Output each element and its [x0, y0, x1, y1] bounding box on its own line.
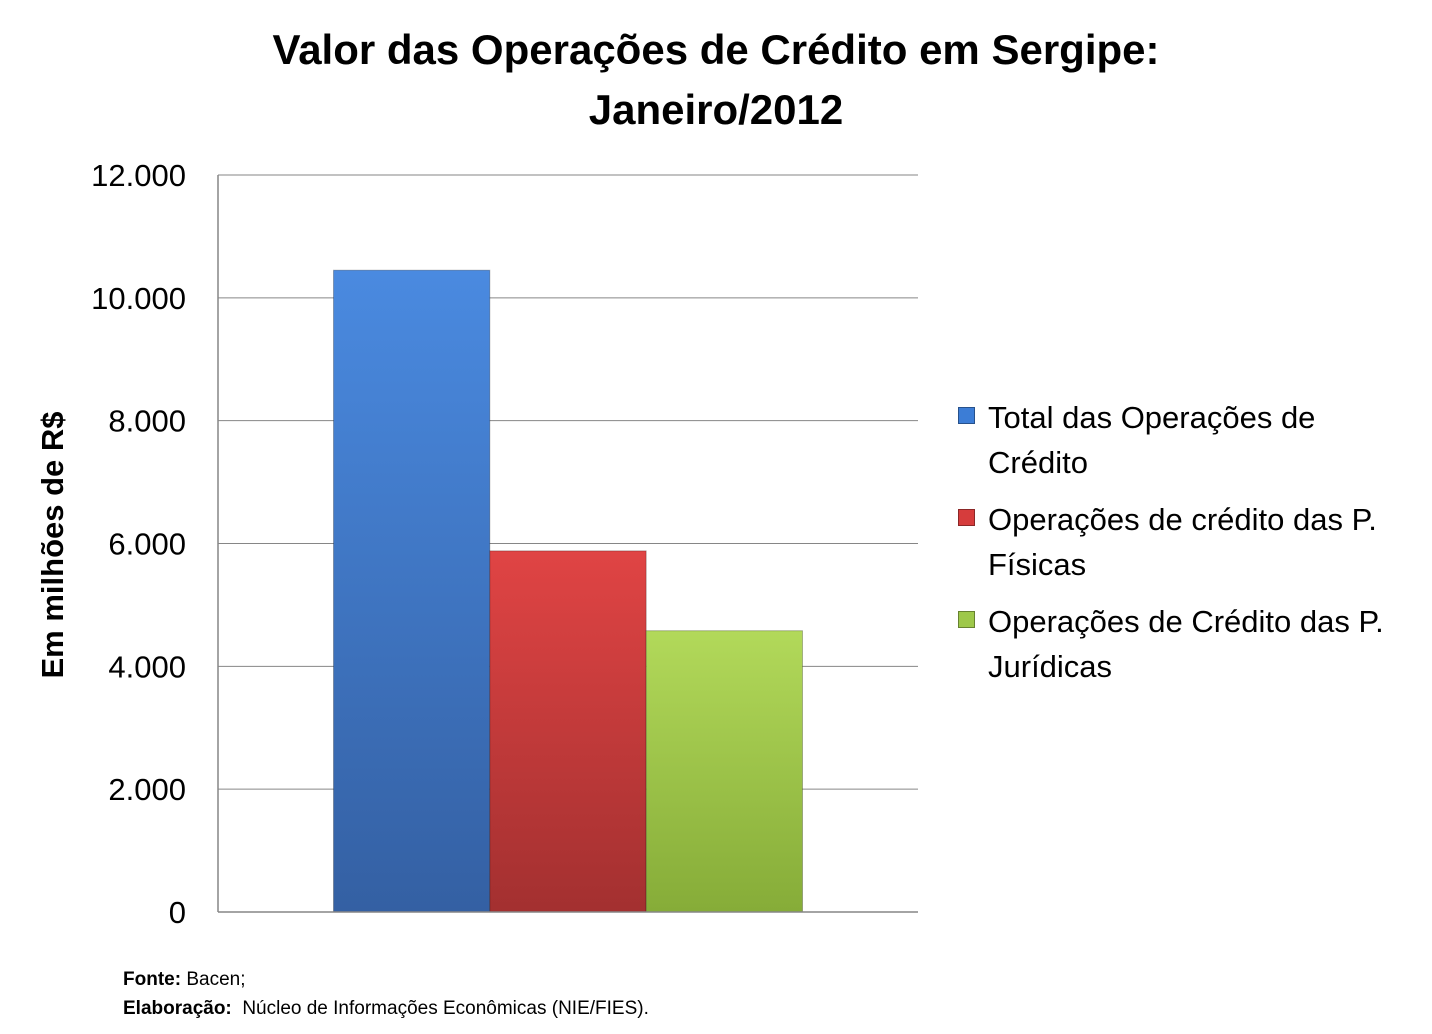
- legend-swatch: [958, 407, 975, 424]
- chart-subtitle: Janeiro/2012: [588, 86, 844, 133]
- legend-label: Crédito: [988, 445, 1088, 480]
- legend: Total das Operações de Crédito Operações d…: [958, 395, 1428, 701]
- credit-label: Elaboração:: [123, 998, 232, 1019]
- y-tick-label: 6.000: [108, 527, 186, 562]
- legend-item: Operações de crédito das P. Físicas: [958, 497, 1428, 587]
- bar: [489, 550, 647, 913]
- y-tick-label: 10.000: [91, 281, 186, 316]
- credit-line: Elaboração: Núcleo de Informações Econôm…: [123, 994, 649, 1023]
- bars: [333, 269, 804, 913]
- legend-item: Total das Operações de Crédito: [958, 395, 1428, 485]
- y-tick-label: 12.000: [91, 158, 186, 193]
- legend-label: Total das Operações de: [988, 400, 1316, 435]
- legend-label: Operações de Crédito das P.: [988, 604, 1384, 639]
- legend-label: Físicas: [988, 547, 1087, 582]
- bar: [333, 269, 491, 913]
- y-tick-labels: 0 2.000 4.000 6.000 8.000 10.000 12.000: [91, 158, 186, 930]
- y-tick-label: 0: [169, 895, 186, 930]
- legend-label: Operações de crédito das P.: [988, 502, 1377, 537]
- legend-label: Jurídicas: [988, 649, 1113, 684]
- legend-item: Operações de Crédito das P. Jurídicas: [958, 599, 1428, 689]
- y-tick-label: 8.000: [108, 404, 186, 439]
- legend-swatch: [958, 611, 975, 628]
- y-tick-label: 2.000: [108, 772, 186, 807]
- footer: Fonte: Bacen; Elaboração: Núcleo de Info…: [123, 965, 649, 1023]
- y-tick-label: 4.000: [108, 649, 186, 684]
- bar: [645, 630, 804, 913]
- legend-swatch: [958, 509, 975, 526]
- source-line: Fonte: Bacen;: [123, 965, 649, 994]
- credit-value: Núcleo de Informações Econômicas (NIE/FI…: [231, 998, 649, 1019]
- chart-title: Valor das Operações de Crédito em Sergip…: [272, 26, 1160, 73]
- source-label: Fonte:: [123, 969, 182, 990]
- source-value: Bacen;: [181, 969, 246, 990]
